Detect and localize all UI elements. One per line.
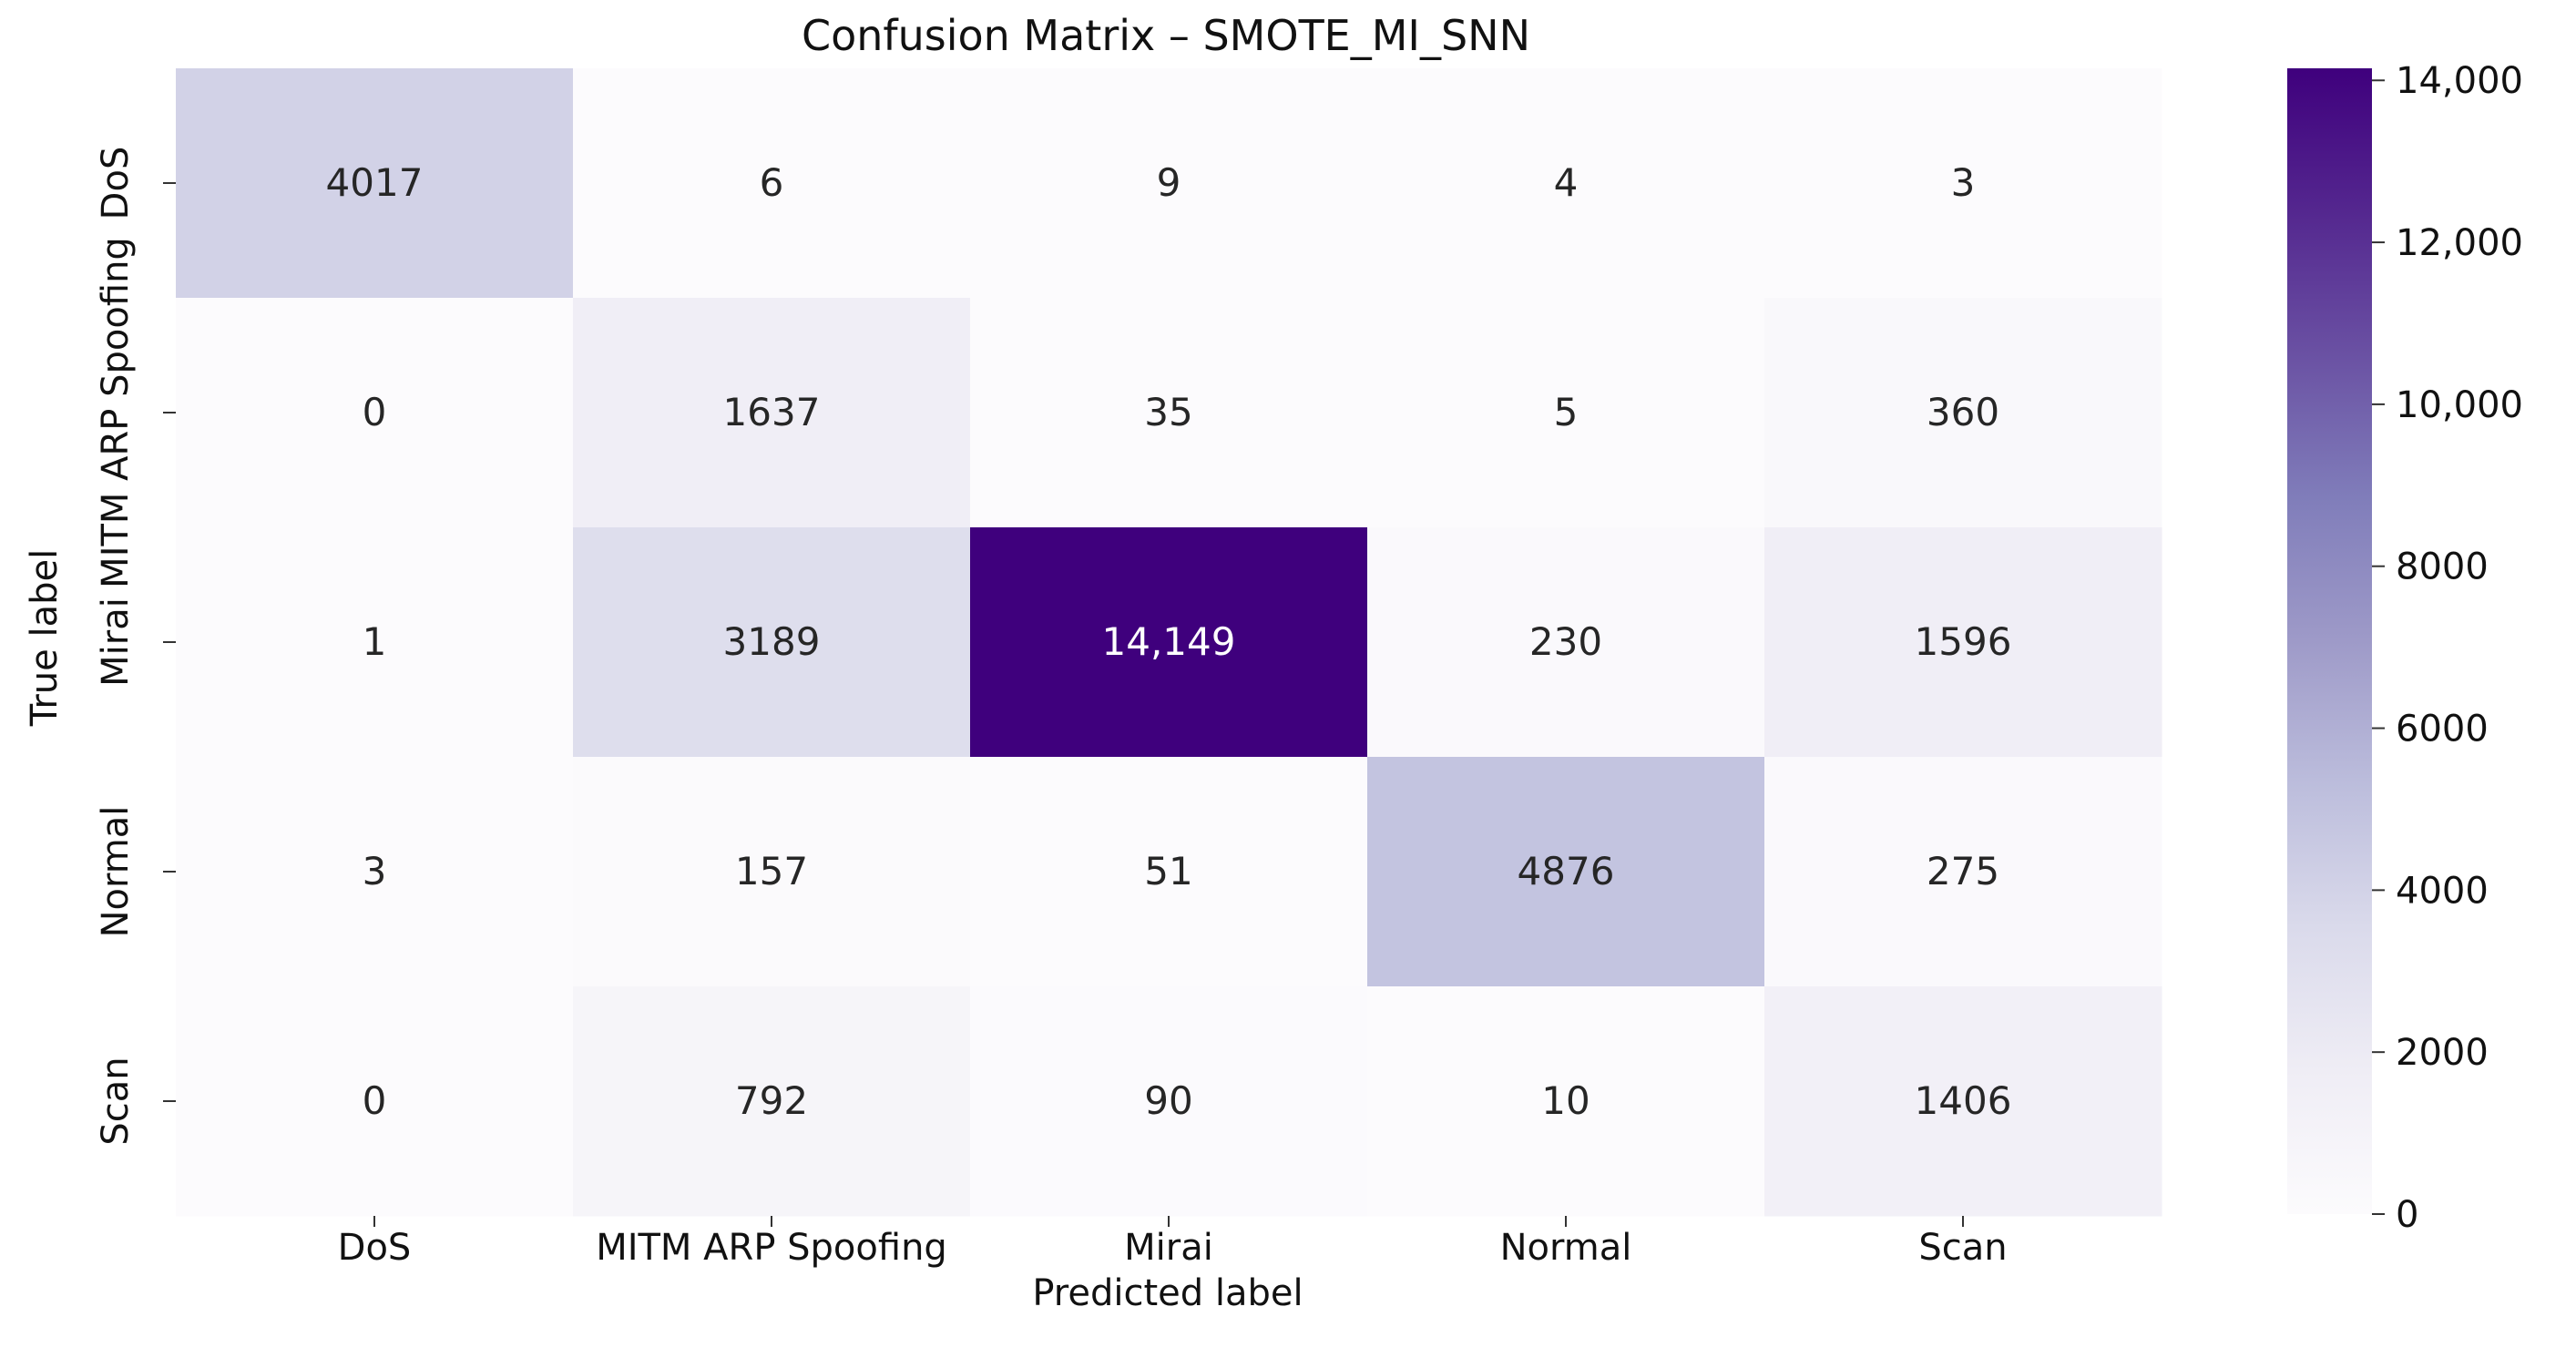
cell-value-label: 3 bbox=[363, 849, 387, 893]
heatmap-cell bbox=[1367, 68, 1765, 299]
heatmap-cells bbox=[176, 68, 2162, 1217]
colorbar-tick-label: 4000 bbox=[2396, 870, 2489, 912]
cell-value-label: 4 bbox=[1554, 160, 1579, 205]
cell-value-label: 230 bbox=[1529, 619, 1602, 664]
heatmap-cell bbox=[1367, 986, 1765, 1217]
cell-value-label: 1637 bbox=[723, 390, 821, 434]
colorbar-tick-label: 14,000 bbox=[2396, 60, 2523, 102]
heatmap-cell bbox=[176, 68, 574, 299]
colorbar-tick-label: 0 bbox=[2396, 1194, 2418, 1236]
cell-value-label: 4017 bbox=[326, 160, 424, 205]
heatmap-cell bbox=[970, 298, 1368, 528]
heatmap-cell-labels: 4017 6 9 4 3 0 1637 35 5 360 1 3189 14,149 230 1596 3 15… bbox=[326, 160, 2012, 1123]
heatmap-cell bbox=[1367, 298, 1765, 528]
x-tick-label: MITM ARP Spoofing bbox=[596, 1227, 947, 1269]
heatmap-cell bbox=[1367, 527, 1765, 758]
heatmap-cell bbox=[1764, 757, 2162, 987]
cell-value-label: 275 bbox=[1927, 849, 1999, 893]
heatmap-cell bbox=[176, 757, 574, 987]
heatmap-cell bbox=[970, 68, 1368, 299]
colorbar bbox=[2287, 68, 2372, 1214]
cell-value-label: 3 bbox=[1951, 160, 1976, 205]
cell-value-label: 0 bbox=[363, 390, 387, 434]
y-tick-label: Normal bbox=[95, 806, 137, 938]
heatmap-cell bbox=[970, 986, 1368, 1217]
colorbar-tick-label: 2000 bbox=[2396, 1032, 2489, 1074]
heatmap-cell bbox=[1367, 757, 1765, 987]
x-axis-ticks: DoS MITM ARP Spoofing Mirai Normal Scan bbox=[338, 1216, 2008, 1269]
cell-value-label: 35 bbox=[1144, 390, 1192, 434]
y-tick-label: MITM ARP Spoofing bbox=[95, 237, 137, 588]
cell-value-label: 51 bbox=[1144, 849, 1192, 893]
cell-value-label: 157 bbox=[735, 849, 808, 893]
x-tick-label: Mirai bbox=[1124, 1227, 1213, 1269]
heatmap-cell bbox=[1764, 527, 2162, 758]
cell-value-label: 6 bbox=[760, 160, 784, 205]
heatmap-cell bbox=[176, 298, 574, 528]
y-axis-title: True label bbox=[24, 549, 66, 727]
cell-value-label: 1596 bbox=[1915, 619, 2012, 664]
cell-value-label: 90 bbox=[1144, 1078, 1192, 1123]
x-tick-label: Normal bbox=[1500, 1227, 1632, 1269]
heatmap-cell bbox=[1764, 986, 2162, 1217]
heatmap-cell bbox=[1764, 68, 2162, 299]
heatmap-cell bbox=[176, 527, 574, 758]
y-tick-label: DoS bbox=[95, 147, 137, 220]
cell-value-label: 9 bbox=[1157, 160, 1181, 205]
heatmap-cell bbox=[573, 68, 971, 299]
cell-value-label: 14,149 bbox=[1102, 619, 1236, 664]
cell-value-label: 10 bbox=[1541, 1078, 1590, 1123]
heatmap-cell bbox=[573, 757, 971, 987]
x-tick-label: Scan bbox=[1918, 1227, 2007, 1269]
cell-value-label: 1406 bbox=[1915, 1078, 2012, 1123]
heatmap-cell bbox=[176, 986, 574, 1217]
y-tick-label: Mirai bbox=[95, 597, 137, 687]
heatmap-cell bbox=[573, 298, 971, 528]
heatmap-cell bbox=[573, 527, 971, 758]
cell-value-label: 1 bbox=[363, 619, 387, 664]
cell-value-label: 0 bbox=[363, 1078, 387, 1123]
y-tick-label: Scan bbox=[95, 1057, 137, 1145]
heatmap-cell bbox=[573, 986, 971, 1217]
heatmap-cell bbox=[970, 757, 1368, 987]
colorbar-tick-label: 6000 bbox=[2396, 709, 2489, 750]
y-axis-ticks: DoS MITM ARP Spoofing Mirai Normal Scan bbox=[95, 147, 176, 1146]
cell-value-label: 792 bbox=[735, 1078, 808, 1123]
colorbar-tick-label: 8000 bbox=[2396, 546, 2489, 588]
cell-value-label: 360 bbox=[1927, 390, 1999, 434]
cell-value-label: 5 bbox=[1554, 390, 1579, 434]
heatmap-cell bbox=[1764, 298, 2162, 528]
colorbar-ticks: 0 2000 4000 6000 8000 10,000 12,000 14,000 bbox=[2372, 60, 2523, 1236]
heatmap-cell bbox=[970, 527, 1368, 758]
cell-value-label: 4876 bbox=[1518, 849, 1615, 893]
colorbar-tick-label: 12,000 bbox=[2396, 222, 2523, 264]
cell-value-label: 3189 bbox=[723, 619, 821, 664]
colorbar-tick-label: 10,000 bbox=[2396, 384, 2523, 426]
x-tick-label: DoS bbox=[338, 1227, 412, 1269]
x-axis-title: Predicted label bbox=[1032, 1272, 1303, 1314]
chart-title: Confusion Matrix – SMOTE_MI_SNN bbox=[802, 11, 1530, 60]
